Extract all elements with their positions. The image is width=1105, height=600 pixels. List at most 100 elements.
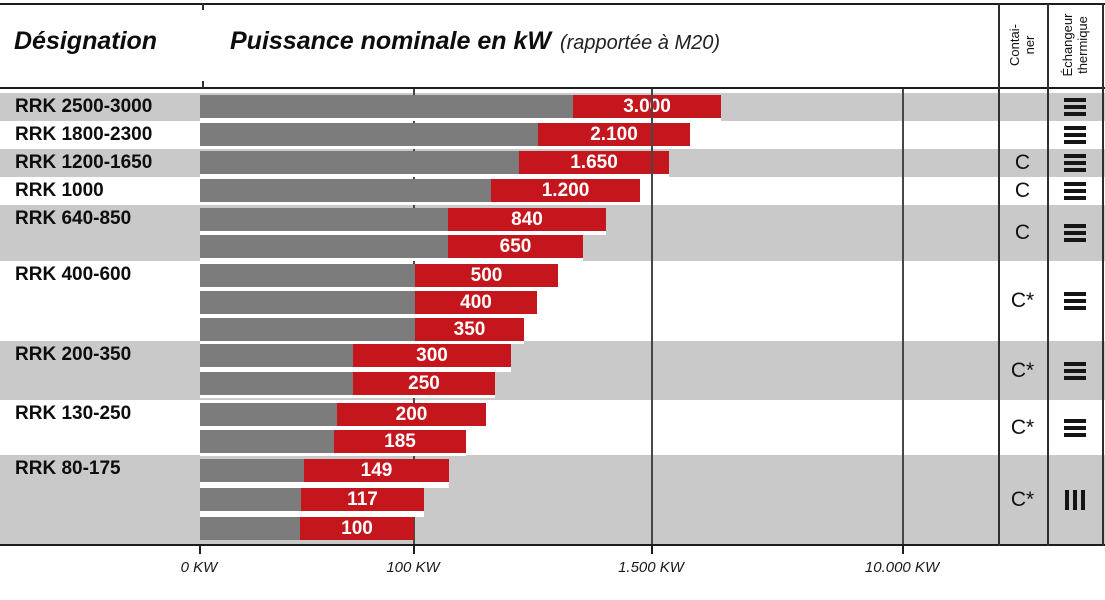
row-band — [0, 341, 1105, 400]
bar-red-segment: 200 — [337, 403, 486, 426]
right-border-line — [1102, 3, 1104, 546]
bar-gap-strip — [200, 341, 524, 344]
bar-gap-strip — [200, 118, 721, 121]
bar-gap-strip — [200, 202, 640, 205]
x-axis-tick — [902, 544, 904, 554]
bar-gray-segment — [200, 318, 415, 341]
container-flag: C — [1014, 221, 1031, 244]
bar-gap-strip — [200, 287, 558, 291]
bar-gray-segment — [200, 235, 448, 258]
heat-exchanger-icon — [1060, 360, 1090, 382]
top-border-line — [0, 3, 1105, 5]
bar-red-segment: 400 — [415, 291, 537, 314]
container-flag: C* — [1010, 289, 1035, 312]
bar-value-label: 500 — [470, 265, 503, 286]
bar-gray-segment — [200, 264, 415, 287]
bar-gray-segment — [200, 344, 353, 367]
bar-gap-strip — [200, 395, 495, 398]
container-flag: C — [1014, 151, 1031, 174]
heat-exchanger-icon — [1060, 124, 1090, 146]
bar-gap-strip — [200, 511, 424, 517]
row-label: RRK 2500-3000 — [15, 96, 153, 117]
bar-red-segment: 840 — [448, 208, 606, 231]
header-bottom-line — [0, 87, 1105, 89]
bar-value-label: 1.650 — [570, 152, 618, 173]
gridline-major — [651, 88, 653, 544]
bar-red-segment: 1.650 — [519, 151, 669, 174]
x-axis-tick-label: 0 KW — [180, 559, 218, 576]
designation-separator-tick-bottom — [202, 81, 204, 88]
bar-gap-strip — [200, 367, 511, 372]
bar-red-segment: 1.200 — [491, 179, 640, 202]
bar-value-label: 300 — [416, 345, 448, 366]
bar-gray-segment — [200, 179, 491, 202]
designation-separator-tick-top — [202, 3, 204, 10]
container-column-header: Contai- ner — [1007, 24, 1037, 66]
bar-gap-strip — [200, 231, 606, 235]
heat-exchanger-icon — [1060, 290, 1090, 312]
bar-gray-segment — [200, 95, 573, 118]
container-flag: C* — [1010, 358, 1035, 382]
row-label: RRK 80-175 — [15, 458, 121, 479]
bar-gray-segment — [200, 123, 538, 146]
designation-label: Désignation — [14, 27, 158, 55]
bar-red-segment: 350 — [415, 318, 524, 341]
container-flag: C — [1014, 179, 1031, 202]
bar-gray-segment — [200, 488, 301, 511]
x-axis-tick — [413, 544, 415, 554]
bar-gray-segment — [200, 208, 448, 231]
bar-gap-strip — [200, 258, 583, 261]
gridline-major — [902, 88, 904, 544]
chart-title: Puissance nominale en kW (rapportée à M2… — [230, 27, 720, 56]
bar-value-label: 100 — [341, 518, 373, 539]
bar-red-segment: 117 — [301, 488, 424, 511]
container-flag: C* — [1010, 487, 1035, 511]
bar-gray-segment — [200, 459, 304, 482]
designation-column-header: Désignation — [14, 27, 157, 56]
heat-exchanger-icon — [1060, 96, 1090, 118]
bar-red-segment: 149 — [304, 459, 449, 482]
bar-red-segment: 300 — [353, 344, 511, 367]
row-band — [0, 455, 1105, 544]
bar-red-segment: 2.100 — [538, 123, 690, 146]
bar-gap-strip — [200, 426, 486, 430]
bar-value-label: 1.200 — [541, 180, 590, 201]
row-label: RRK 130-250 — [15, 403, 132, 424]
x-axis-line — [0, 544, 1105, 546]
bar-red-segment: 3.000 — [573, 95, 721, 118]
bar-value-label: 2.100 — [590, 124, 638, 145]
bar-gray-segment — [200, 372, 353, 395]
bar-value-label: 350 — [453, 319, 486, 340]
bar-value-label: 117 — [347, 489, 378, 510]
row-label: RRK 400-600 — [15, 264, 132, 285]
x-axis-tick — [651, 544, 653, 554]
bar-gray-segment — [200, 403, 337, 426]
bar-value-label: 400 — [460, 292, 492, 313]
bar-gap-strip — [200, 174, 669, 177]
exchanger-column-header: Échangeur thermique — [1060, 13, 1090, 77]
x-axis-tick-label: 1.500 KW — [618, 559, 684, 576]
heat-exchanger-icon — [1060, 152, 1090, 174]
row-label: RRK 1800-2300 — [15, 124, 153, 145]
container-flag: C* — [1010, 415, 1035, 439]
x-axis-tick-label: 100 KW — [386, 559, 440, 576]
bar-value-label: 149 — [360, 460, 393, 481]
bar-value-label: 200 — [395, 404, 428, 425]
bar-red-segment: 100 — [300, 517, 414, 540]
bar-value-label: 840 — [511, 209, 543, 230]
x-axis-tick — [199, 544, 201, 554]
bar-gray-segment — [200, 517, 300, 540]
row-label: RRK 1000 — [15, 180, 104, 201]
bar-gap-strip — [200, 482, 449, 488]
bar-gap-strip — [200, 146, 690, 149]
bar-red-segment: 250 — [353, 372, 495, 395]
bar-red-segment: 650 — [448, 235, 583, 258]
bar-value-label: 250 — [408, 373, 440, 394]
bar-gap-strip — [200, 453, 466, 456]
heat-exchanger-icon — [1060, 489, 1090, 511]
exchanger-column-separator — [1047, 3, 1049, 546]
bar-gap-strip — [200, 314, 537, 318]
row-label: RRK 1200-1650 — [15, 152, 153, 173]
